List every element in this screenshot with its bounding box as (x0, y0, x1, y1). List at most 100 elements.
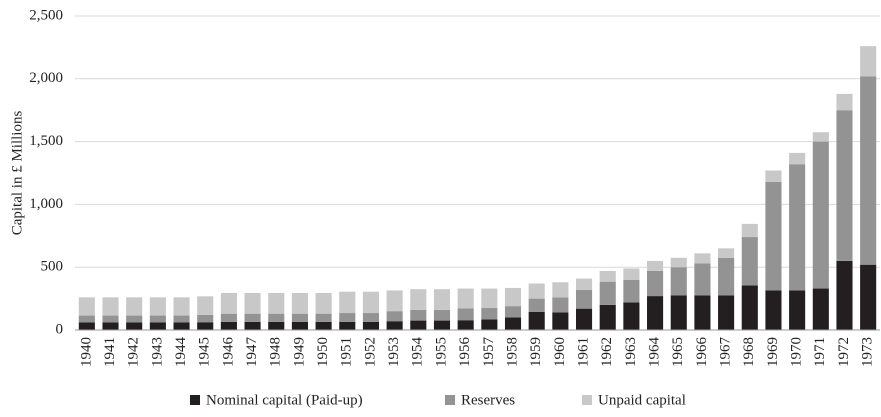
bar-segment (718, 257, 735, 296)
bar-segment (481, 308, 498, 320)
bar-segment (197, 296, 214, 315)
x-tick-label: 1967 (718, 337, 734, 368)
x-tick-label: 1941 (102, 337, 118, 367)
bar-segment (339, 313, 356, 322)
bar-segment (173, 315, 190, 323)
bar-segment (481, 288, 498, 309)
bar-segment (860, 76, 877, 265)
bar-segment (789, 152, 806, 165)
x-tick-label: 1956 (457, 337, 473, 368)
bar-segment (291, 321, 308, 330)
bar-segment (481, 319, 498, 330)
bar-segment (789, 164, 806, 291)
x-tick-label: 1944 (173, 337, 189, 368)
y-tick-label: 500 (41, 259, 64, 275)
bar-segment (552, 297, 569, 313)
bar-segment (126, 315, 143, 323)
bar-segment (220, 292, 237, 314)
bar-segment (410, 320, 427, 330)
bar-segment (386, 290, 403, 312)
bar-segment (362, 313, 380, 322)
bar-segment (765, 290, 782, 330)
bar-segment (126, 297, 143, 316)
bar-segment (149, 315, 166, 323)
bar-segment (315, 321, 332, 330)
y-tick-label: 2,000 (29, 70, 63, 86)
bar-segment (173, 297, 190, 316)
x-tick-label: 1966 (694, 337, 710, 368)
bar-segment (836, 93, 853, 111)
bar-segment (268, 321, 285, 330)
bar-segment (386, 321, 403, 330)
bar-segment (78, 297, 95, 316)
x-tick-label: 1943 (149, 337, 165, 367)
legend-label: Nominal capital (Paid-up) (206, 392, 363, 408)
bar-segment (433, 289, 451, 310)
bar-segment (718, 248, 735, 258)
bar-segment (836, 110, 853, 261)
bar-segment (102, 315, 119, 323)
x-tick-label: 1969 (765, 337, 781, 367)
bar-segment (812, 132, 829, 142)
bar-segment (102, 322, 119, 330)
bar-segment (268, 313, 285, 322)
bar-segment (599, 281, 616, 305)
bar-segment (860, 46, 877, 77)
bar-segment (433, 309, 451, 321)
bar-segment (552, 282, 569, 298)
bar-segment (812, 288, 829, 330)
x-tick-label: 1958 (504, 337, 520, 367)
bar-segment (220, 313, 237, 322)
bar-segment (149, 297, 166, 316)
x-tick-label: 1964 (647, 337, 663, 368)
bar-segment (528, 283, 545, 299)
x-tick-label: 1971 (812, 337, 828, 367)
x-tick-label: 1948 (268, 337, 284, 367)
bar-segment (220, 321, 237, 330)
bar-segment (197, 314, 214, 323)
bar-segment (836, 260, 853, 330)
bar-segment (647, 296, 664, 330)
bar-segment (741, 223, 758, 238)
bar-segment (197, 322, 214, 330)
bar-segment (386, 311, 403, 322)
bar-segment (339, 321, 356, 330)
x-tick-label: 1965 (670, 337, 686, 367)
bar-segment (765, 181, 782, 291)
bar-segment (504, 287, 522, 307)
y-tick-label: 1,000 (29, 196, 63, 212)
bar-segment (244, 321, 261, 330)
x-tick-label: 1963 (623, 337, 639, 367)
bar-segment (623, 302, 640, 330)
x-tick-label: 1961 (575, 337, 591, 367)
bar-segment (599, 270, 616, 282)
y-tick-label: 1,500 (29, 133, 63, 149)
bar-segment (552, 312, 569, 330)
bar-segment (694, 253, 711, 264)
bar-segment (528, 311, 545, 330)
bar-segment (812, 141, 829, 289)
legend-swatch (582, 395, 592, 405)
bar-segment (149, 322, 166, 330)
bar-segment (457, 308, 474, 321)
bar-segment (599, 304, 616, 330)
bar-segment (789, 290, 806, 330)
x-tick-label: 1973 (860, 337, 876, 367)
bar-segment (78, 315, 95, 323)
x-tick-label: 1946 (220, 337, 236, 368)
bar-segment (504, 306, 522, 318)
bar-segment (623, 268, 640, 280)
bar-segment (410, 289, 427, 310)
bar-segment (244, 292, 261, 314)
bar-segment (647, 270, 664, 297)
bar-segment (765, 170, 782, 182)
bar-segment (694, 263, 711, 296)
bar-segment (718, 295, 735, 330)
bar-segment (362, 321, 380, 330)
bar-segment (623, 279, 640, 303)
bar-segment (126, 322, 143, 330)
y-tick-label: 0 (56, 321, 64, 337)
x-tick-label: 1950 (315, 337, 331, 367)
x-tick-label: 1954 (410, 337, 426, 368)
